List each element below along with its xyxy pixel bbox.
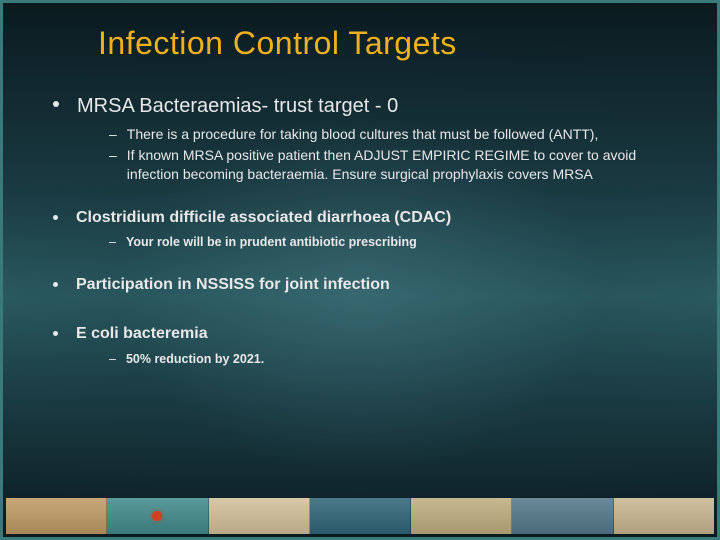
sub-bullet-item: – If known MRSA positive patient then AD… (109, 146, 677, 184)
dash-icon: – (109, 234, 116, 251)
sub-bullet-item: – There is a procedure for taking blood … (109, 125, 677, 144)
dash-icon: – (109, 125, 117, 144)
dash-icon: – (109, 146, 117, 165)
footer-tile (512, 498, 613, 534)
footer-tile (107, 498, 208, 534)
slide-content: MRSA Bacteraemias- trust target - 0 – Th… (53, 93, 677, 370)
bullet-dot-icon (53, 101, 59, 107)
sub-bullet-text: 50% reduction by 2021. (126, 351, 264, 368)
sub-bullet-text: Your role will be in prudent antibiotic … (126, 234, 417, 251)
footer-tile (209, 498, 310, 534)
spacer (53, 186, 677, 208)
bullet-item: Participation in NSSISS for joint infect… (53, 275, 677, 296)
footer-tile (6, 498, 107, 534)
footer-image-strip (6, 498, 714, 534)
bullet-text: E coli bacteremia (76, 324, 208, 345)
footer-tile (614, 498, 714, 534)
bullet-text: MRSA Bacteraemias- trust target - 0 (77, 93, 398, 119)
footer-tile (310, 498, 411, 534)
bullet-item: Clostridium difficile associated diarrho… (53, 208, 677, 229)
bullet-item: E coli bacteremia (53, 324, 677, 345)
footer-tile (411, 498, 512, 534)
bullet-dot-icon (53, 215, 58, 220)
spacer (53, 302, 677, 324)
slide: Infection Control Targets MRSA Bacteraem… (0, 0, 720, 540)
sub-bullet-item: – 50% reduction by 2021. (109, 351, 677, 368)
sub-bullet-text: If known MRSA positive patient then ADJU… (127, 146, 677, 184)
bullet-item: MRSA Bacteraemias- trust target - 0 (53, 93, 677, 119)
bullet-dot-icon (53, 331, 58, 336)
slide-title: Infection Control Targets (98, 25, 457, 62)
bullet-text: Clostridium difficile associated diarrho… (76, 208, 451, 229)
bullet-dot-icon (53, 282, 58, 287)
sub-bullet-item: – Your role will be in prudent antibioti… (109, 234, 677, 251)
spacer (53, 253, 677, 275)
dash-icon: – (109, 351, 116, 368)
bullet-text: Participation in NSSISS for joint infect… (76, 275, 390, 296)
sub-bullet-text: There is a procedure for taking blood cu… (127, 125, 599, 144)
